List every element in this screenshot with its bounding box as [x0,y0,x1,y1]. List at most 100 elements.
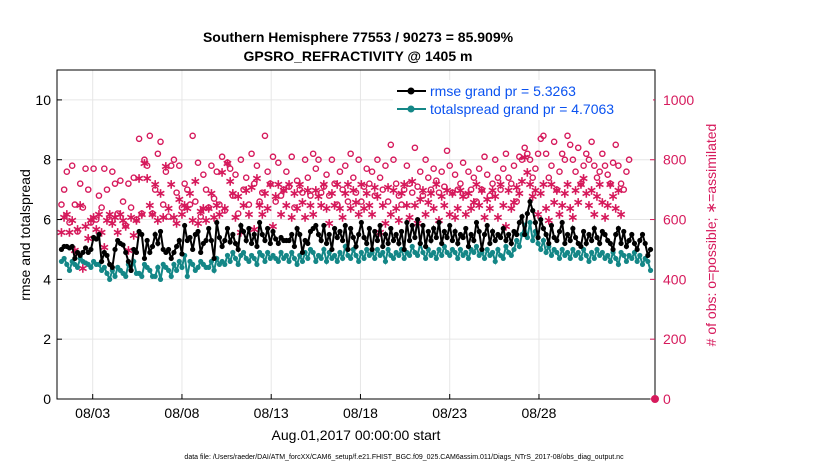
rmse-point [109,264,115,270]
obs-possible-marker [181,180,188,187]
totalspread-point [607,258,613,265]
y-tick-label-right: 200 [663,331,687,347]
rmse-point [481,231,488,238]
totalspread-point [275,258,281,265]
totalspread-point [599,249,605,256]
obs-possible-marker [261,132,269,140]
rmse-point [377,222,383,229]
obs-possible-marker [165,213,172,220]
obs-possible-marker [569,156,577,164]
rmse-point [519,213,525,220]
obs-possible-marker [87,219,95,226]
obs-assimilated-marker: ∗ [168,210,179,225]
rmse-point [345,246,351,253]
rmse-point [299,249,306,256]
x-tick-label: 08/13 [254,405,289,421]
totalspread-point [331,252,338,259]
y-tick-label-right: 400 [663,271,687,287]
totalspread-point [235,261,241,268]
totalspread-point [489,249,496,256]
obs-possible-marker [119,198,127,205]
totalspread-point [139,273,145,279]
totalspread-point [583,252,589,259]
totalspread-point [337,249,343,256]
obs-assimilated-marker: ∗ [190,174,201,189]
obs-possible-marker [184,186,191,193]
x-tick-label: 08/28 [521,405,556,421]
obs-assimilated-marker: ∗ [160,159,171,174]
obs-possible-marker [406,180,413,187]
rmse-point [240,228,247,235]
totalspread-point [514,237,520,244]
obs-possible-marker [609,159,617,167]
totalspread-point [251,255,257,262]
rmse-point [211,255,217,262]
rmse-point [514,231,520,238]
obs-possible-marker [197,213,204,220]
rmse-point [88,246,94,253]
obs-possible-marker [395,192,403,199]
obs-assimilated-marker: ∗ [150,177,161,192]
totalspread-point [165,267,172,273]
obs-assimilated-marker: ∗ [554,207,565,222]
totalspread-point [452,249,458,256]
obs-possible-marker [76,180,84,187]
obs-assimilated-marker: ∗ [102,213,113,228]
rmse-point [554,237,560,244]
obs-possible-marker [467,186,475,193]
rmse-point [390,237,397,244]
y-tick-label-left: 8 [43,152,51,168]
obs-assimilated-marker: ∗ [351,195,362,210]
rmse-point [522,231,528,238]
rmse-point [602,231,608,238]
totalspread-point [527,219,533,226]
rmse-point [546,240,552,247]
totalspread-point [168,273,174,279]
totalspread-point [101,264,107,270]
obs-assimilated-marker: ∗ [214,207,225,222]
x-axis-label: Aug.01,2017 00:00:00 start [272,427,441,443]
totalspread-point [433,255,439,262]
obs-possible-marker [232,171,239,178]
obs-assimilated-marker: ∗ [517,174,528,189]
rmse-point [607,240,613,247]
obs-possible-marker [462,192,470,199]
obs-possible-marker [194,159,202,167]
obs-possible-marker [331,180,338,187]
rmse-point [128,267,134,273]
rmse-point [214,219,220,226]
obs-possible-marker [465,168,472,175]
totalspread-point [372,255,378,262]
obs-assimilated-marker: ∗ [450,210,461,225]
obs-assimilated-marker: ∗ [313,189,324,204]
totalspread-point [481,255,488,262]
obs-possible-marker [582,150,590,158]
obs-possible-marker [443,147,451,155]
rmse-point [257,219,263,226]
legend-rmse-marker [407,87,415,95]
obs-possible-marker [229,192,237,199]
rmse-point [441,228,447,235]
legend-box [393,80,653,120]
obs-possible-marker [414,183,421,190]
rmse-point [149,243,156,250]
rmse-point [230,231,236,238]
obs-possible-marker [309,150,317,158]
obs-assimilated-marker: ∗ [562,177,573,192]
obs-assimilated-marker: ∗ [286,210,297,225]
obs-possible-marker [114,210,121,217]
obs-assimilated-marker: ∗ [118,213,129,228]
obs-possible-marker [550,138,558,146]
obs-possible-marker [250,180,258,187]
obs-possible-marker [58,201,65,208]
obs-assimilated-marker: ∗ [600,210,611,225]
totalspread-point [104,270,110,276]
obs-possible-marker [74,228,81,235]
obs-possible-marker [288,153,296,161]
rmse-point [436,219,442,226]
obs-possible-marker [79,204,87,211]
rmse-point [404,219,410,226]
obs-assimilated-marker: ∗ [265,177,276,192]
rmse-point [364,240,370,247]
totalspread-point [409,243,415,250]
